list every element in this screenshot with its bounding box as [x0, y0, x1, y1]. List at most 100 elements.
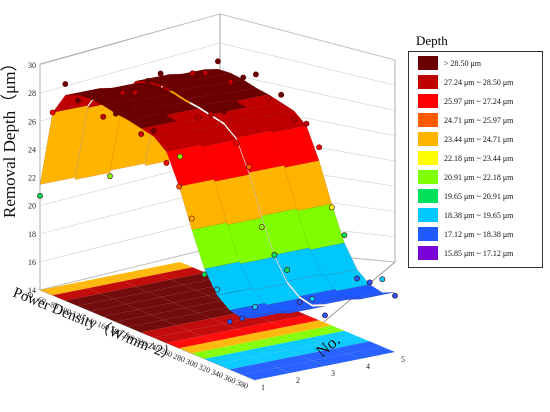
data-point [366, 279, 373, 286]
legend-entry: 25.97 μm ~ 27.24 μm [418, 93, 538, 109]
data-point [252, 303, 258, 310]
floor-cell [153, 330, 202, 343]
floor-cell [287, 343, 335, 356]
data-point [322, 312, 328, 319]
x-tick-label: 220 [134, 336, 148, 349]
legend-entry: 19.65 μm ~ 20.91 μm [418, 188, 538, 204]
data-point [201, 271, 208, 278]
data-point [258, 224, 265, 230]
z-tick-label: 14 [28, 286, 36, 295]
depth-surface [39, 68, 396, 319]
floor-cell [122, 274, 171, 287]
data-point [303, 120, 310, 127]
z-axis-ticks: 14 16 18 20 22 24 26 28 30 [28, 61, 36, 295]
gridline [39, 216, 221, 263]
floor-cell [296, 325, 345, 338]
legend-label: 25.97 μm ~ 27.24 μm [444, 96, 514, 106]
surface-cell [242, 310, 291, 319]
floor-cell [125, 297, 174, 310]
data-point [163, 160, 170, 166]
data-point [100, 113, 107, 120]
floor-cell [75, 276, 123, 289]
floor-cell [100, 286, 148, 299]
legend-swatch [418, 113, 438, 127]
data-point [177, 153, 183, 160]
z-tick-label: 16 [28, 258, 36, 267]
legend-entry: 20.91 μm ~ 22.18 μm [418, 169, 538, 185]
legend-label: 17.12 μm ~ 18.38 μm [444, 229, 514, 239]
floor-cell [166, 335, 215, 349]
floor-cell [135, 279, 183, 292]
legend-swatch [418, 208, 438, 222]
floor-cell [299, 348, 348, 361]
legend-label: > 28.50 μm [444, 58, 482, 68]
floor-cell [87, 281, 136, 294]
floor-cell [150, 307, 199, 321]
x-tick-label: 40 [24, 290, 35, 301]
x-tick-label: 260 [159, 346, 173, 359]
floor-cell [179, 341, 227, 354]
y-tick-label: 1 [261, 383, 265, 392]
data-point [188, 215, 195, 222]
data-point [138, 131, 145, 137]
data-point [379, 276, 386, 283]
floor-cell [271, 314, 320, 328]
z-tick-label: 20 [28, 202, 36, 211]
z-axis-title: Removal Depth（μm） [0, 54, 19, 218]
floor-cell [145, 262, 193, 275]
data-point [107, 173, 113, 180]
data-point [189, 70, 196, 77]
legend-swatch [418, 227, 438, 241]
surface-cell [277, 306, 326, 314]
floor-cell [214, 334, 262, 347]
data-point [157, 70, 164, 77]
floor-cell [110, 269, 158, 282]
z-tick-label: 28 [28, 89, 36, 98]
floor-cell [242, 367, 290, 380]
y-tick-label: 4 [366, 362, 370, 371]
x-tick-label: 100 [58, 304, 72, 317]
data-point [239, 315, 246, 322]
floor-cell [52, 288, 101, 301]
data-point [37, 192, 43, 199]
floor-cell [226, 339, 275, 352]
legend-entry: 24.71 μm ~ 25.97 μm [418, 112, 538, 128]
x-tick-label: 120 [71, 309, 85, 322]
legend-entry: 27.24 μm ~ 28.50 μm [418, 74, 538, 90]
x-tick-label: 300 [185, 357, 199, 370]
z-tick-label: 24 [28, 145, 36, 154]
floor-cell [138, 302, 186, 315]
data-point [309, 295, 316, 302]
floor-cell [309, 330, 358, 344]
floor-cell [252, 350, 300, 363]
x-tick-label: 340 [210, 367, 224, 380]
gridline [39, 13, 221, 66]
legend-label: 20.91 μm ~ 22.18 μm [444, 172, 514, 182]
data-point [252, 71, 259, 78]
floor-cell [191, 346, 240, 359]
x-tick-label: 280 [172, 352, 186, 365]
data-point [170, 94, 177, 101]
data-point [265, 95, 272, 101]
floor-cell [103, 309, 151, 322]
data-point [87, 90, 94, 97]
data-point [208, 111, 215, 118]
floor-cell [188, 323, 237, 336]
surface-cell [312, 296, 361, 305]
floor-cell [204, 351, 253, 365]
x-tick-label: 140 [83, 314, 97, 327]
legend-entry: 22.18 μm ~ 23.44 μm [418, 150, 538, 166]
x-tick-label: 360 [222, 373, 236, 386]
x-tick-label: 160 [96, 320, 110, 333]
data-point [341, 232, 348, 239]
gridline [219, 13, 396, 61]
legend-swatch [418, 56, 438, 70]
surface-cell [347, 292, 396, 300]
floor-cell [112, 291, 161, 305]
data-point [176, 183, 183, 190]
data-point [354, 275, 360, 282]
data-point [271, 251, 278, 258]
floor-cell [157, 267, 206, 280]
data-point [240, 74, 247, 81]
